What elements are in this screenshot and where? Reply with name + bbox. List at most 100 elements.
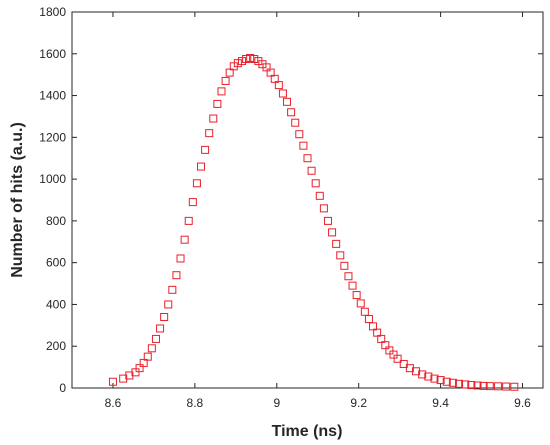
data-point [340, 261, 349, 270]
data-point [151, 334, 160, 343]
data-point [217, 87, 226, 96]
data-point [287, 108, 296, 117]
data-point [455, 379, 464, 388]
x-tick-label: 9.4 [432, 396, 449, 410]
data-point [168, 285, 177, 294]
y-tick-label: 0 [59, 381, 66, 395]
data-point [493, 382, 502, 391]
data-point [270, 74, 279, 83]
data-point [344, 272, 353, 281]
data-point [424, 372, 433, 381]
y-tick-label: 400 [46, 297, 66, 311]
data-point [143, 352, 152, 361]
data-point [319, 204, 328, 213]
y-tick-label: 800 [46, 214, 66, 228]
data-point [479, 381, 488, 390]
y-tick-label: 1800 [39, 5, 66, 19]
data-point [188, 198, 197, 207]
data-point [448, 378, 457, 387]
data-point [436, 376, 445, 385]
y-tick-label: 200 [46, 339, 66, 353]
x-axis-label: Time (ns) [272, 423, 343, 440]
data-point [139, 358, 148, 367]
data-point [377, 334, 386, 343]
data-point [176, 254, 185, 263]
data-point [192, 179, 201, 188]
axes-box [71, 11, 544, 389]
data-point [221, 76, 230, 85]
data-point [131, 368, 140, 377]
x-tick-label: 9.2 [350, 396, 367, 410]
data-point [352, 291, 361, 300]
data-point [328, 228, 337, 237]
y-tick-label: 1200 [39, 130, 66, 144]
y-tick-label: 1400 [39, 89, 66, 103]
x-tick-label: 9.6 [514, 396, 531, 410]
data-point [369, 322, 378, 331]
data-point [502, 382, 511, 391]
data-point [205, 129, 214, 138]
data-point [160, 312, 169, 321]
data-point [283, 97, 292, 106]
data-point [418, 370, 427, 379]
data-point [299, 141, 308, 150]
data-point [348, 281, 357, 290]
data-point [246, 53, 255, 62]
data-point [201, 145, 210, 154]
y-axis-ticks: 0 200 400 600 800 1000 1200 1400 1600 1800 [39, 5, 543, 395]
data-point [274, 81, 283, 90]
data-point [381, 341, 390, 350]
data-point [147, 344, 156, 353]
data-point [467, 381, 476, 390]
plot-area: 8.6 8.8 9 9.2 9.4 9.6 0 200 400 600 800 1000 1200 14… [39, 5, 544, 410]
x-tick-label: 9 [273, 396, 280, 410]
data-point [172, 271, 181, 280]
data-point [135, 364, 144, 373]
y-tick-label: 1600 [39, 47, 66, 61]
data-point [291, 118, 300, 127]
data-point [295, 130, 304, 139]
y-tick-label: 600 [46, 256, 66, 270]
data-point [356, 299, 365, 308]
data-point [262, 63, 271, 72]
data-markers [108, 53, 519, 391]
data-point [399, 359, 408, 368]
data-point [266, 68, 275, 77]
data-point [278, 89, 287, 98]
data-point [389, 350, 398, 359]
data-point [242, 55, 251, 63]
data-point [180, 235, 189, 244]
data-point [332, 239, 341, 248]
data-point [373, 328, 382, 337]
data-point [510, 382, 519, 391]
data-point [307, 166, 316, 175]
data-point [250, 55, 259, 63]
data-point [225, 68, 234, 77]
data-point [108, 377, 117, 386]
x-axis-ticks: 8.6 8.8 9 9.2 9.4 9.6 [105, 12, 531, 410]
data-point [209, 114, 218, 123]
data-point [442, 377, 451, 386]
data-point [336, 251, 345, 260]
data-point [164, 300, 173, 309]
data-point [197, 162, 206, 171]
data-point [364, 315, 373, 324]
data-point [237, 57, 246, 66]
data-point [303, 154, 312, 163]
data-point [323, 216, 332, 225]
x-tick-label: 8.8 [187, 396, 204, 410]
y-axis-label: Number of hits (a.u.) [9, 122, 26, 278]
data-point [156, 324, 165, 333]
data-point [213, 99, 222, 108]
y-tick-label: 1000 [39, 172, 66, 186]
data-point [430, 374, 439, 383]
data-point [311, 179, 320, 188]
data-point [393, 354, 402, 363]
data-point [485, 382, 494, 391]
data-point [184, 216, 193, 225]
data-point [360, 307, 369, 316]
data-point [473, 381, 482, 390]
data-point [385, 346, 394, 355]
x-tick-label: 8.6 [105, 396, 122, 410]
